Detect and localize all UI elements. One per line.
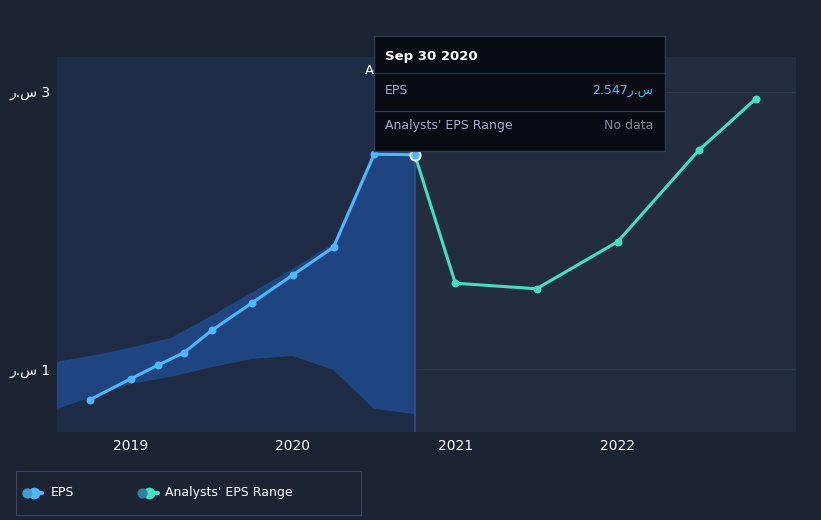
- Point: [408, 150, 421, 159]
- Point: [143, 489, 156, 497]
- Bar: [57, 57, 415, 432]
- Text: Analysts' EPS Range: Analysts' EPS Range: [385, 119, 513, 132]
- Point: [611, 238, 624, 246]
- Point: [287, 271, 300, 279]
- Point: [124, 375, 137, 383]
- Point: [368, 150, 381, 159]
- Point: [27, 489, 40, 497]
- Point: [84, 396, 97, 404]
- Point: [177, 348, 190, 357]
- Point: [21, 489, 34, 497]
- Point: [205, 326, 218, 334]
- Point: [327, 243, 340, 251]
- Point: [750, 95, 763, 103]
- Point: [408, 150, 421, 159]
- Text: EPS: EPS: [385, 84, 409, 97]
- Point: [135, 489, 149, 497]
- Text: 2.547ر.س: 2.547ر.س: [593, 84, 654, 97]
- Text: Analysts' EPS Range: Analysts' EPS Range: [165, 486, 292, 499]
- Text: Actual: Actual: [365, 64, 406, 77]
- Point: [530, 284, 544, 293]
- Point: [449, 279, 462, 288]
- Text: No data: No data: [604, 119, 654, 132]
- Point: [408, 150, 421, 159]
- Text: EPS: EPS: [51, 486, 74, 499]
- Point: [692, 146, 705, 154]
- Point: [245, 298, 259, 307]
- Point: [152, 361, 165, 369]
- Text: Analysts Forecasts: Analysts Forecasts: [431, 64, 555, 77]
- Text: Sep 30 2020: Sep 30 2020: [385, 50, 478, 63]
- Polygon shape: [57, 120, 415, 413]
